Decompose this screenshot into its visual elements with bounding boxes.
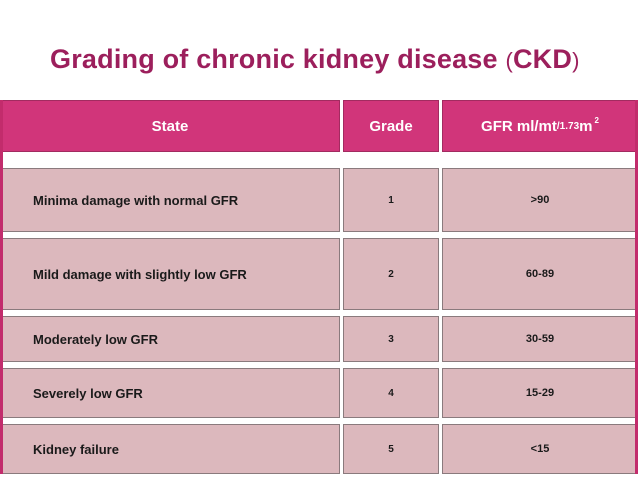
row-state: Severely low GFR: [0, 368, 340, 418]
row-state: Mild damage with slightly low GFR: [0, 238, 340, 310]
row-grade: 3: [343, 316, 439, 362]
ckd-grading-table: State Grade GFR ml/mt/1.73 m 2 Minima dama…: [0, 100, 638, 474]
header-gfr-unit: m: [579, 117, 593, 135]
row-gfr: <15: [442, 424, 638, 474]
table-row: Kidney failure 5 <15: [0, 424, 638, 474]
table-row: Minima damage with normal GFR 1 >90: [0, 168, 638, 232]
header-gfr-sup: 2: [594, 115, 599, 125]
title-close-paren: ): [572, 48, 580, 73]
header-state: State: [0, 100, 340, 152]
row-gfr: 60-89: [442, 238, 638, 310]
left-border-accent: [0, 100, 3, 474]
header-gfr-sub: /1.73: [556, 120, 580, 132]
row-grade: 4: [343, 368, 439, 418]
page-title: Grading of chronic kidney disease (CKD): [50, 44, 610, 75]
row-grade: 5: [343, 424, 439, 474]
row-gfr: 15-29: [442, 368, 638, 418]
header-gfr-main: GFR ml/mt: [481, 117, 557, 135]
row-state: Minima damage with normal GFR: [0, 168, 340, 232]
right-border-accent: [635, 100, 638, 474]
table-row: Severely low GFR 4 15-29: [0, 368, 638, 418]
row-grade: 2: [343, 238, 439, 310]
title-main: Grading of chronic kidney disease: [50, 44, 506, 74]
row-state: Moderately low GFR: [0, 316, 340, 362]
title-abbr: CKD: [512, 44, 573, 74]
header-gfr: GFR ml/mt/1.73 m 2: [442, 100, 638, 152]
row-grade: 1: [343, 168, 439, 232]
title-open-paren: (: [505, 48, 513, 73]
row-state: Kidney failure: [0, 424, 340, 474]
row-gfr: 30-59: [442, 316, 638, 362]
table-header-row: State Grade GFR ml/mt/1.73 m 2: [0, 100, 638, 152]
header-grade: Grade: [343, 100, 439, 152]
table-row: Moderately low GFR 3 30-59: [0, 316, 638, 362]
table-row: Mild damage with slightly low GFR 2 60-8…: [0, 238, 638, 310]
row-gfr: >90: [442, 168, 638, 232]
